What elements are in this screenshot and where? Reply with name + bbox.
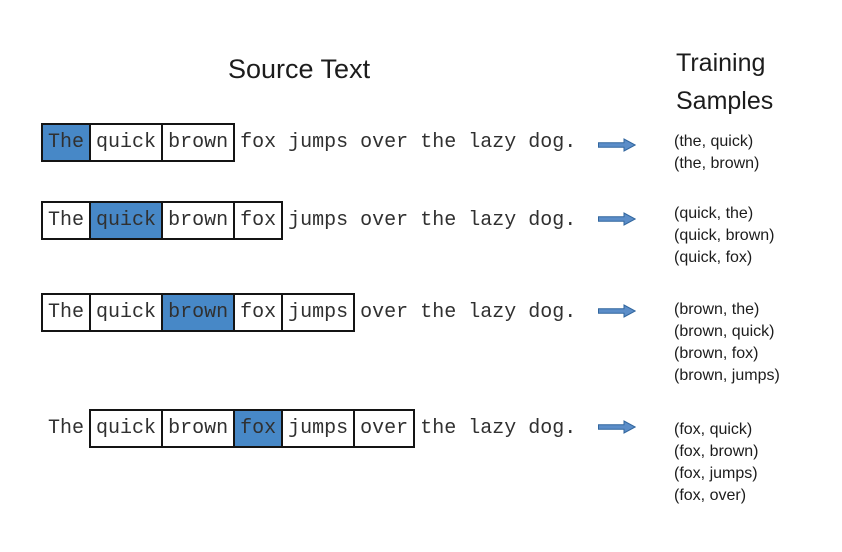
sentence-word: over bbox=[360, 131, 409, 154]
window-word-boxed: jumps bbox=[288, 301, 349, 324]
sentence-word: dog. bbox=[528, 131, 577, 154]
source-text-title: Source Text bbox=[228, 54, 371, 84]
training-sample-pair: (fox, brown) bbox=[674, 443, 759, 460]
training-samples-group: (brown, the) (brown, quick) (brown, fox) (b… bbox=[674, 299, 780, 387]
training-samples-group: (the, quick) (the, brown) bbox=[674, 131, 759, 175]
training-sample-pair: (quick, brown) bbox=[674, 227, 775, 244]
source-text-row: The quick brown fox jumps over the lazy … bbox=[48, 209, 576, 232]
window-word-boxed: over bbox=[360, 417, 409, 440]
window-word-boxed: The bbox=[48, 301, 85, 324]
source-text-row: The quick brown fox jumps over the lazy … bbox=[48, 131, 576, 154]
sentence-word: over bbox=[360, 301, 409, 324]
sentence-word: lazy bbox=[468, 209, 517, 232]
center-word-highlighted: The bbox=[48, 131, 85, 154]
window-word-boxed: brown bbox=[168, 209, 229, 232]
window-word-boxed: fox bbox=[240, 301, 277, 324]
training-sample-pair: (fox, quick) bbox=[674, 421, 753, 438]
sentence-word: the bbox=[420, 417, 457, 440]
training-sample-pair: (quick, fox) bbox=[674, 249, 753, 266]
sentence-word: dog. bbox=[528, 417, 577, 440]
sentence-word: The bbox=[48, 417, 85, 440]
training-samples-group: (quick, the) (quick, brown) (quick, fox) bbox=[674, 203, 774, 269]
center-word-highlighted: brown bbox=[168, 301, 229, 324]
window-word-boxed: fox bbox=[240, 209, 277, 232]
right-arrow-icon bbox=[598, 420, 636, 434]
training-sample-pair: (the, quick) bbox=[674, 133, 754, 150]
center-word-highlighted: fox bbox=[240, 417, 277, 440]
sentence-word: dog. bbox=[528, 301, 577, 324]
sentence-word: over bbox=[360, 209, 409, 232]
training-sample-pair: (brown, fox) bbox=[674, 345, 759, 362]
training-sample-pair: (brown, jumps) bbox=[674, 367, 780, 384]
window-word-boxed: jumps bbox=[288, 417, 349, 440]
source-text-row: The quick brown fox jumps over the lazy … bbox=[48, 301, 576, 324]
sentence-word: fox bbox=[240, 131, 277, 154]
right-arrow-icon bbox=[598, 304, 636, 318]
window-word-boxed: brown bbox=[168, 417, 229, 440]
window-word-boxed: The bbox=[48, 209, 85, 232]
training-sample-pair: (brown, quick) bbox=[674, 323, 775, 340]
sentence-word: jumps bbox=[288, 131, 349, 154]
training-sample-pair: (brown, the) bbox=[674, 301, 760, 318]
training-samples-group: (fox, quick) (fox, brown) (fox, jumps) (fox… bbox=[674, 419, 758, 507]
window-word-boxed: quick bbox=[96, 131, 157, 154]
training-sample-pair: (the, brown) bbox=[674, 155, 760, 172]
sentence-word: the bbox=[420, 209, 457, 232]
training-sample-pair: (fox, over) bbox=[674, 487, 747, 504]
window-word-boxed: quick bbox=[96, 417, 157, 440]
training-samples-title-line1: Training bbox=[676, 49, 766, 77]
sentence-word: the bbox=[420, 301, 457, 324]
window-word-boxed: brown bbox=[168, 131, 229, 154]
training-sample-pair: (quick, the) bbox=[674, 205, 754, 222]
source-text-row: The quick brown fox jumps over the lazy … bbox=[48, 417, 576, 440]
sentence-word: lazy bbox=[468, 301, 517, 324]
sentence-word: lazy bbox=[468, 131, 517, 154]
training-samples-title: Training Samples bbox=[676, 44, 773, 120]
window-word-boxed: quick bbox=[96, 301, 157, 324]
sentence-word: the bbox=[420, 131, 457, 154]
right-arrow-icon bbox=[598, 138, 636, 152]
right-arrow-icon bbox=[598, 212, 636, 226]
training-samples-title-line2: Samples bbox=[676, 87, 774, 115]
sentence-word: jumps bbox=[288, 209, 349, 232]
training-sample-pair: (fox, jumps) bbox=[674, 465, 758, 482]
center-word-highlighted: quick bbox=[96, 209, 157, 232]
sentence-word: dog. bbox=[528, 209, 577, 232]
sentence-word: lazy bbox=[468, 417, 517, 440]
